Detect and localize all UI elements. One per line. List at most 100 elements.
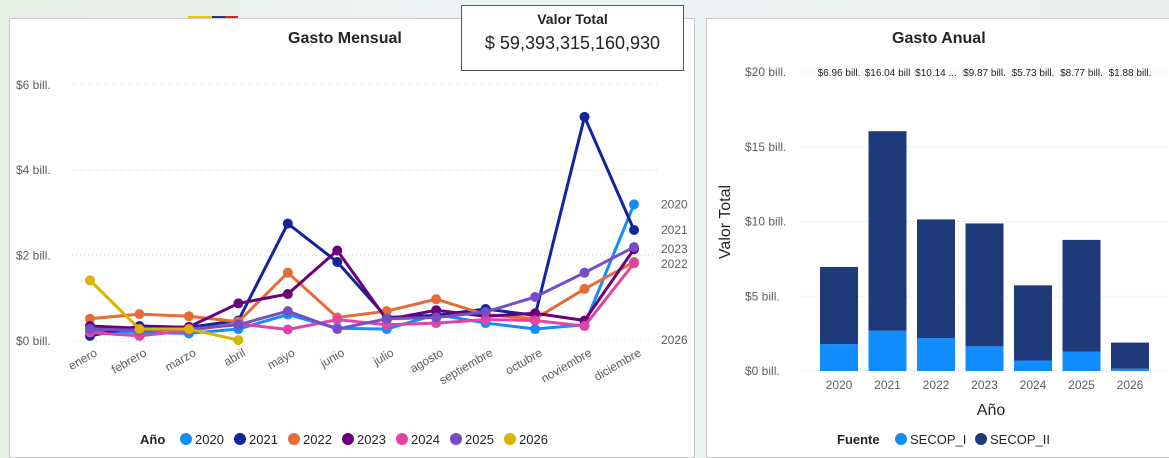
data-point-2021 [579, 111, 590, 122]
x-tick-label: 2025 [1068, 378, 1095, 392]
legend-marker-2025 [450, 433, 462, 445]
bar-segment-secop-ii [965, 223, 1004, 347]
kpi-card: Valor Total $ 59,393,315,160,930 [461, 5, 684, 71]
legend-marker-2024 [396, 433, 408, 445]
kpi-label: Valor Total [537, 11, 608, 27]
data-point-2021 [629, 224, 639, 235]
monthly-chart-panel: Gasto Mensual $0 bill. $2 bill. $4 bill. $6… [9, 18, 695, 458]
y-tick-label: $2 bill. [16, 249, 51, 263]
x-tick-label: abril [221, 345, 248, 368]
data-point-2023 [431, 305, 442, 316]
data-point-2025 [480, 306, 491, 317]
series-line-2021 [89, 115, 636, 338]
series-line-2020 [89, 203, 636, 335]
x-tick-label: julio [370, 345, 397, 368]
legend-label-2023: 2023 [357, 432, 386, 447]
bar-segment-secop-i [1062, 351, 1101, 371]
data-point-2025 [233, 319, 244, 330]
x-tick-label: mayo [265, 345, 298, 372]
data-point-2025 [431, 312, 442, 323]
bar-segment-secop-ii [820, 266, 858, 345]
series-line-2026 [88, 279, 239, 342]
data-point-2023 [233, 298, 244, 309]
data-point-2021 [282, 218, 293, 229]
data-point-2024 [530, 315, 541, 326]
legend-marker-2021 [234, 433, 246, 445]
total-data-label: $10.14 ... [915, 68, 957, 79]
end-label: 2026 [661, 333, 688, 347]
data-point-2021 [332, 257, 343, 268]
bar-segment-secop-ii [1111, 342, 1149, 369]
x-tick-label: diciembre [591, 345, 643, 383]
legend-label-secop-ii: SECOP_II [990, 432, 1050, 447]
data-point-2023 [530, 308, 541, 319]
x-tick-label: 2023 [971, 378, 998, 392]
data-point-2022 [431, 294, 442, 305]
data-point-2025 [530, 292, 541, 303]
legend-marker-2022 [288, 433, 300, 445]
data-point-2022 [183, 311, 194, 322]
legend-label-2020: 2020 [195, 432, 224, 447]
bar-segment-secop-i [917, 338, 955, 371]
end-label: 2020 [661, 197, 688, 211]
x-tick-label: 2020 [826, 378, 853, 392]
x-axis-title: Año [977, 402, 1006, 419]
end-label: 2021 [661, 223, 688, 237]
bar-segment-secop-ii [1014, 285, 1052, 361]
data-point-2020 [530, 324, 541, 335]
total-data-label: $5.73 bill. [1012, 68, 1055, 79]
total-data-label: $6.96 bill. [818, 68, 861, 79]
bar-segment-secop-ii [1062, 239, 1101, 352]
data-point-2022 [134, 309, 145, 320]
data-point-2025 [629, 242, 639, 253]
bar-segment-secop-i [965, 346, 1004, 371]
bar-segment-secop-ii [868, 131, 907, 331]
y-tick-label: $15 bill. [745, 140, 786, 154]
data-point-2022 [579, 283, 590, 294]
x-tick-label: noviembre [539, 345, 595, 385]
x-tick-label: marzo [163, 345, 199, 374]
data-point-2025 [282, 306, 293, 317]
kpi-value: $ 59,393,315,160,930 [484, 33, 661, 53]
total-data-label: $9.87 bill. [963, 68, 1006, 79]
legend-marker-2026 [504, 433, 516, 445]
bar-segment-secop-i [1111, 368, 1149, 371]
x-tick-label: enero [66, 345, 100, 373]
bar-segment-secop-i [1014, 360, 1052, 371]
x-tick-label: agosto [407, 345, 445, 375]
legend-label-2022: 2022 [303, 432, 332, 447]
legend-label-2025: 2025 [465, 432, 494, 447]
legend-label-2026: 2026 [519, 432, 548, 447]
data-point-2026 [233, 335, 244, 346]
end-label: 2022 [661, 257, 688, 271]
x-tick-label: junio [317, 345, 347, 370]
x-tick-label: septiembre [437, 345, 496, 387]
y-tick-label: $0 bill. [745, 364, 780, 378]
y-tick-label: $4 bill. [16, 163, 51, 177]
end-label: 2023 [661, 242, 688, 256]
data-point-2025 [85, 324, 95, 335]
data-point-2025 [579, 267, 590, 278]
data-point-2024 [282, 324, 293, 335]
data-point-2020 [629, 199, 639, 210]
series-line-2024 [89, 262, 636, 338]
data-point-2024 [332, 314, 343, 325]
data-point-2024 [480, 314, 491, 325]
y-tick-label: $5 bill. [745, 289, 780, 303]
legend-title: Fuente [837, 432, 880, 447]
annual-bar-chart: $0 bill. $5 bill. $10 bill. $15 bill. $20 bi… [717, 65, 1169, 447]
data-point-2025 [381, 313, 392, 324]
legend-marker-2020 [180, 433, 192, 445]
x-tick-label: 2026 [1117, 378, 1144, 392]
legend-label-2021: 2021 [249, 432, 278, 447]
total-data-label: $16.04 bill [865, 68, 911, 79]
data-point-2022 [282, 267, 293, 278]
flag-decoration [188, 8, 238, 21]
data-point-2025 [332, 324, 343, 335]
data-point-2024 [579, 321, 590, 332]
x-tick-label: 2024 [1020, 378, 1047, 392]
data-point-2026 [134, 324, 145, 335]
data-point-2022 [85, 313, 95, 324]
legend-label-secop-i: SECOP_I [910, 432, 966, 447]
x-tick-label: 2022 [923, 378, 950, 392]
